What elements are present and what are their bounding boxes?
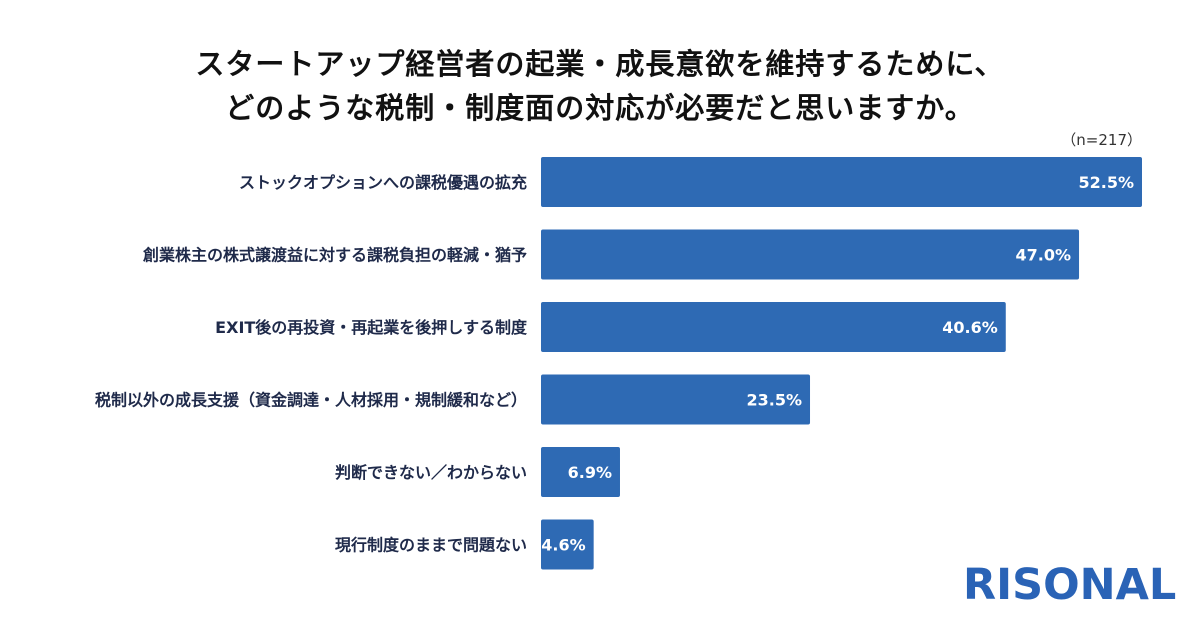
value-label-1: 47.0% — [1016, 246, 1072, 265]
value-label-0: 52.5% — [1078, 173, 1134, 192]
bar-2 — [541, 302, 1006, 352]
title-line-2: どのような税制・制度面の対応が必要だと思いますか。 — [225, 91, 975, 125]
title-line-1: スタートアップ経営者の起業・成長意欲を維持するために、 — [195, 47, 1005, 81]
chart-title: スタートアップ経営者の起業・成長意欲を維持するために、 どのような税制・制度面の… — [0, 42, 1200, 130]
value-label-3: 23.5% — [747, 391, 803, 410]
bar-1 — [541, 229, 1080, 280]
category-label-2: EXIT後の再投資・再起業を後押しする制度 — [215, 318, 528, 337]
category-label-0: ストックオプションへの課税優遇の拡充 — [239, 173, 527, 192]
category-label-1: 創業株主の株式譲渡益に対する課税負担の軽減・猶予 — [142, 246, 527, 265]
bar-5 — [541, 519, 594, 570]
category-label-4: 判断できない／わからない — [335, 463, 527, 482]
sample-size-note: （n=217） — [1061, 131, 1142, 149]
category-label-5: 現行制度のままで問題ない — [335, 536, 527, 555]
bar-4 — [541, 447, 620, 497]
value-label-4: 6.9% — [568, 463, 612, 482]
bar-3 — [541, 374, 811, 425]
value-label-2: 40.6% — [942, 318, 998, 337]
bar-0 — [541, 157, 1142, 207]
category-label-3: 税制以外の成長支援（資金調達・人材採用・規制緩和など） — [95, 391, 527, 410]
value-label-5: 4.6% — [541, 536, 585, 555]
brand-logo: RISONAL — [963, 560, 1177, 610]
